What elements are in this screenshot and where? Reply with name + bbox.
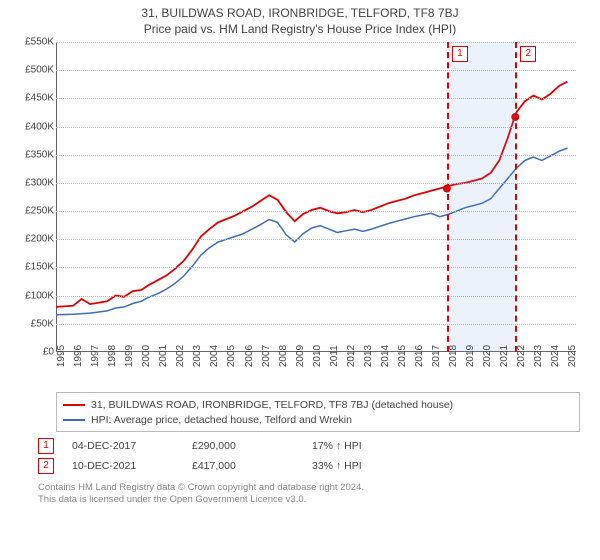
x-tick-label: 2009 — [295, 345, 306, 367]
page-subtitle: Price paid vs. HM Land Registry's House … — [0, 20, 600, 40]
x-tick-label: 2017 — [431, 345, 442, 367]
event-badge: 2 — [38, 458, 54, 474]
legend-swatch-property — [63, 404, 85, 406]
legend: 31, BUILDWAS ROAD, IRONBRIDGE, TELFORD, … — [56, 392, 580, 432]
events-table: 1 04-DEC-2017 £290,000 17% ↑ HPI 2 10-DE… — [38, 436, 580, 476]
event-line — [515, 42, 517, 352]
chart-container: 31, BUILDWAS ROAD, IRONBRIDGE, TELFORD, … — [0, 0, 600, 560]
legend-row-property: 31, BUILDWAS ROAD, IRONBRIDGE, TELFORD, … — [63, 397, 573, 412]
x-tick-label: 2016 — [414, 345, 425, 367]
legend-label-property: 31, BUILDWAS ROAD, IRONBRIDGE, TELFORD, … — [91, 399, 453, 411]
y-tick-label: £250K — [12, 206, 54, 217]
x-tick-label: 2023 — [533, 345, 544, 367]
y-tick-label: £500K — [12, 65, 54, 76]
event-date: 04-DEC-2017 — [72, 440, 192, 452]
event-pct: 17% ↑ HPI — [312, 440, 432, 452]
x-tick-label: 2013 — [363, 345, 374, 367]
legend-label-hpi: HPI: Average price, detached house, Telf… — [91, 414, 352, 426]
x-tick-label: 2003 — [192, 345, 203, 367]
attribution: Contains HM Land Registry data © Crown c… — [38, 482, 580, 507]
event-box: 1 — [452, 46, 468, 62]
x-tick-label: 2008 — [278, 345, 289, 367]
legend-swatch-hpi — [63, 419, 85, 421]
y-tick-label: £0 — [12, 347, 54, 358]
legend-row-hpi: HPI: Average price, detached house, Telf… — [63, 412, 573, 427]
y-tick-label: £50K — [12, 318, 54, 329]
x-tick-label: 2010 — [312, 345, 323, 367]
x-tick-label: 2007 — [261, 345, 272, 367]
x-tick-label: 2014 — [380, 345, 391, 367]
x-tick-label: 2012 — [346, 345, 357, 367]
x-tick-label: 2011 — [329, 345, 340, 367]
x-tick-label: 2015 — [397, 345, 408, 367]
event-row: 1 04-DEC-2017 £290,000 17% ↑ HPI — [38, 436, 580, 456]
event-shade — [447, 42, 515, 352]
attribution-line: This data is licensed under the Open Gov… — [38, 494, 580, 506]
y-tick-label: £350K — [12, 149, 54, 160]
y-tick-label: £100K — [12, 290, 54, 301]
x-tick-label: 2001 — [158, 345, 169, 367]
y-tick-label: £450K — [12, 93, 54, 104]
event-price: £417,000 — [192, 460, 312, 472]
event-line — [447, 42, 449, 352]
x-tick-label: 2024 — [550, 345, 561, 367]
x-tick-label: 1995 — [56, 345, 67, 367]
y-tick-label: £200K — [12, 234, 54, 245]
x-tick-label: 2025 — [567, 345, 578, 367]
x-tick-label: 2006 — [244, 345, 255, 367]
event-price: £290,000 — [192, 440, 312, 452]
x-tick-label: 2005 — [226, 345, 237, 367]
y-tick-label: £550K — [12, 37, 54, 48]
event-pct: 33% ↑ HPI — [312, 460, 432, 472]
x-tick-label: 1996 — [73, 345, 84, 367]
x-tick-label: 1999 — [124, 345, 135, 367]
event-badge: 1 — [38, 438, 54, 454]
x-tick-label: 1998 — [107, 345, 118, 367]
event-row: 2 10-DEC-2021 £417,000 33% ↑ HPI — [38, 456, 580, 476]
chart-area: £0 £50K £100K £150K £200K £250K £300K £350K £400… — [12, 40, 577, 390]
x-tick-label: 2002 — [175, 345, 186, 367]
x-tick-label: 1997 — [90, 345, 101, 367]
attribution-line: Contains HM Land Registry data © Crown c… — [38, 482, 580, 494]
x-tick-label: 2004 — [209, 345, 220, 367]
x-tick-label: 2022 — [516, 345, 527, 367]
y-tick-label: £300K — [12, 177, 54, 188]
y-tick-label: £150K — [12, 262, 54, 273]
y-tick-label: £400K — [12, 121, 54, 132]
event-date: 10-DEC-2021 — [72, 460, 192, 472]
arrow-up-icon: ↑ — [336, 460, 341, 472]
event-box: 2 — [520, 46, 536, 62]
x-tick-label: 2000 — [141, 345, 152, 367]
arrow-up-icon: ↑ — [336, 440, 341, 452]
page-title: 31, BUILDWAS ROAD, IRONBRIDGE, TELFORD, … — [0, 0, 600, 20]
